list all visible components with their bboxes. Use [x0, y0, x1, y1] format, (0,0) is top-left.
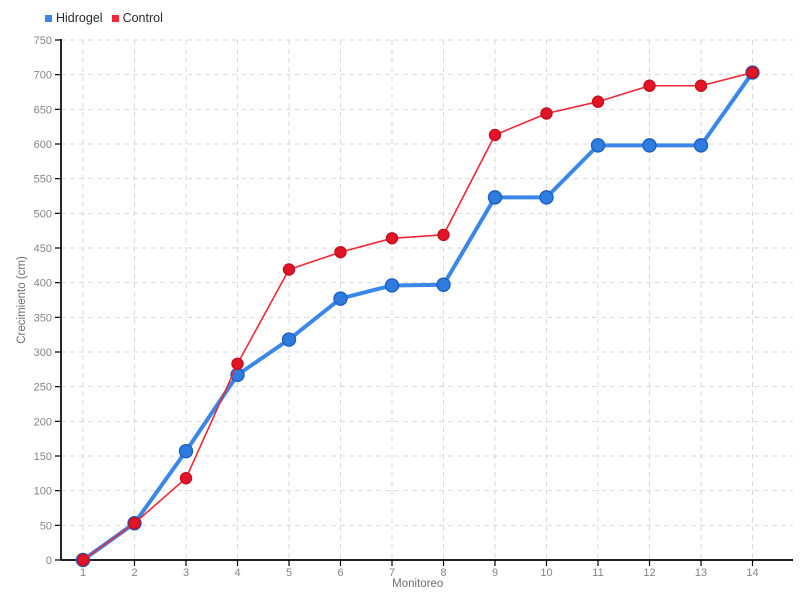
x-tick-label: 7: [389, 567, 395, 579]
x-tick-label: 5: [286, 567, 292, 579]
legend-swatch-hidrogel: [45, 14, 52, 22]
y-tick-label: 250: [34, 382, 52, 394]
y-tick-label: 650: [34, 104, 52, 116]
y-tick-label: 50: [40, 520, 52, 532]
data-point-control: [128, 517, 141, 530]
data-point-control: [231, 357, 244, 370]
data-point-control: [76, 553, 90, 567]
data-point-control: [334, 245, 347, 259]
data-point-hidrogel: [436, 277, 451, 292]
x-axis-title: Monitoreo: [392, 578, 443, 590]
y-tick-label: 200: [34, 416, 52, 428]
data-point-control: [591, 95, 605, 108]
legend-item-hidrogel[interactable]: Hidrogel: [45, 11, 103, 25]
data-point-hidrogel: [384, 278, 400, 293]
data-point-hidrogel: [693, 138, 709, 153]
y-tick-label: 700: [34, 70, 52, 82]
data-point-hidrogel: [590, 138, 606, 153]
data-point-control: [385, 232, 399, 245]
x-tick-label: 1: [80, 567, 86, 579]
y-tick-label: 300: [34, 347, 52, 359]
y-tick-label: 750: [34, 35, 52, 47]
series-line-control: [82, 71, 754, 561]
y-tick-label: 350: [34, 312, 52, 324]
y-tick-label: 100: [34, 486, 52, 498]
series-line-hidrogel: [81, 70, 755, 562]
x-tick-label: 4: [234, 567, 240, 579]
y-tick-label: 600: [34, 139, 52, 151]
data-point-control: [437, 228, 450, 242]
x-tick-label: 14: [746, 567, 758, 579]
data-point-hidrogel: [539, 190, 554, 205]
y-tick-label: 400: [34, 278, 52, 290]
x-tick-label: 8: [440, 567, 446, 579]
data-point-hidrogel: [487, 190, 503, 205]
y-tick-label: 500: [34, 208, 52, 220]
x-tick-label: 2: [131, 567, 137, 579]
x-tick-label: 12: [643, 567, 655, 579]
data-point-hidrogel: [642, 138, 657, 153]
data-point-control: [179, 471, 193, 485]
data-point-hidrogel: [281, 332, 297, 347]
data-point-control: [643, 79, 656, 92]
x-tick-label: 10: [540, 567, 552, 579]
legend-label-hidrogel: Hidrogel: [56, 11, 103, 25]
legend-label-control: Control: [122, 11, 163, 25]
legend-swatch-control: [111, 14, 119, 22]
x-tick-label: 6: [337, 567, 343, 579]
data-point-control: [488, 128, 502, 142]
data-point-hidrogel: [333, 291, 348, 306]
data-point-control: [694, 79, 708, 92]
legend-item-control[interactable]: Control: [111, 11, 163, 25]
x-tick-label: 9: [492, 567, 498, 579]
x-tick-label: 11: [592, 567, 603, 579]
y-tick-label: 150: [34, 451, 52, 463]
y-axis-title: Crecimiento (cm): [16, 256, 28, 344]
chart-legend: Hidrogel Control: [45, 11, 163, 25]
data-point-control: [746, 66, 759, 79]
data-point-hidrogel: [178, 443, 194, 459]
y-tick-label: 0: [46, 555, 52, 567]
data-point-control: [282, 263, 296, 276]
data-point-control: [540, 107, 553, 120]
y-tick-label: 450: [34, 243, 52, 255]
x-tick-label: 3: [183, 567, 189, 579]
x-tick-label: 13: [695, 567, 707, 579]
y-tick-label: 550: [34, 174, 52, 186]
